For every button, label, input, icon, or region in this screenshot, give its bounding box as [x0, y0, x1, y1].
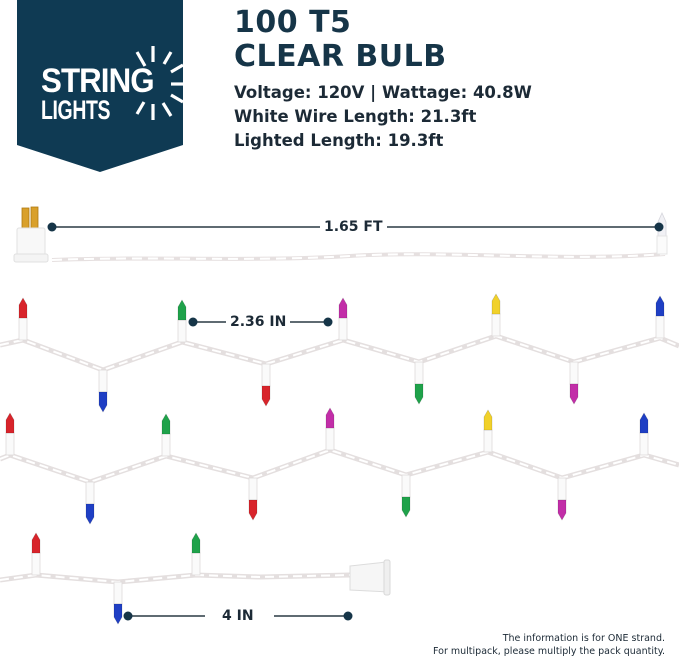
dimension-label-lead-wire: 1.65 FT: [320, 219, 387, 235]
clear-bulb-icon: [656, 212, 668, 255]
red-bulb-icon: [248, 477, 258, 521]
green-bulb-icon: [177, 299, 187, 343]
green-bulb-icon: [414, 361, 424, 405]
blue-bulb-icon: [639, 412, 649, 456]
red-bulb-icon: [261, 363, 271, 407]
blue-bulb-icon: [98, 369, 108, 413]
spec-wire-length: White Wire Length: 21.3ft: [234, 107, 477, 126]
product-title-line1: 100 T5: [234, 5, 352, 40]
end-connector-icon: [349, 559, 391, 596]
dimension-label-end-wire: 4 IN: [218, 608, 258, 624]
footnote-line1: The information is for ONE strand.: [502, 633, 665, 644]
plug-icon: [13, 206, 49, 263]
yellow-bulb-icon: [491, 293, 501, 337]
yellow-bulb-icon: [483, 409, 493, 453]
green-bulb-icon: [161, 413, 171, 457]
string-lights-logo-banner: STRING LIGHTS: [17, 0, 185, 172]
spec-voltage-wattage: Voltage: 120V | Wattage: 40.8W: [234, 83, 532, 102]
logo-text-lights: LIGHTS: [41, 95, 111, 125]
lead-wire-section: [13, 206, 668, 263]
string-light-diagram: [0, 206, 679, 625]
strand-row-2-wire: [0, 447, 679, 485]
spec-lighted-length: Lighted Length: 19.3ft: [234, 131, 444, 150]
green-bulb-icon: [191, 532, 201, 576]
strand-row-3-wire: [0, 559, 391, 596]
footnote: The information is for ONE strand. For m…: [433, 632, 665, 658]
product-specs: Voltage: 120V | Wattage: 40.8W White Wir…: [234, 81, 532, 153]
magenta-bulb-icon: [557, 477, 567, 521]
magenta-bulb-icon: [569, 361, 579, 405]
green-bulb-icon: [401, 474, 411, 518]
red-bulb-icon: [5, 412, 15, 456]
dimension-label-bulb-spacing: 2.36 IN: [226, 314, 291, 330]
blue-bulb-icon: [85, 481, 95, 525]
blue-bulb-icon: [655, 295, 665, 339]
strand-row-1-bulbs: [18, 293, 665, 413]
product-title: 100 T5 CLEAR BULB: [234, 6, 447, 74]
blue-bulb-icon: [113, 581, 123, 625]
magenta-bulb-icon: [325, 407, 335, 451]
footnote-line2: For multipack, please multiply the pack …: [433, 646, 665, 657]
strand-row-3-bulbs: [31, 532, 201, 625]
dimension-end-wire: [123, 611, 353, 621]
red-bulb-icon: [18, 297, 28, 341]
banner-shape: [17, 0, 183, 172]
red-bulb-icon: [31, 532, 41, 576]
magenta-bulb-icon: [338, 297, 348, 341]
logo-text-string: STRING: [41, 62, 155, 100]
strand-row-2-bulbs: [5, 407, 649, 525]
sun-rays-icon: [135, 46, 185, 120]
product-title-line2: CLEAR BULB: [234, 39, 447, 74]
